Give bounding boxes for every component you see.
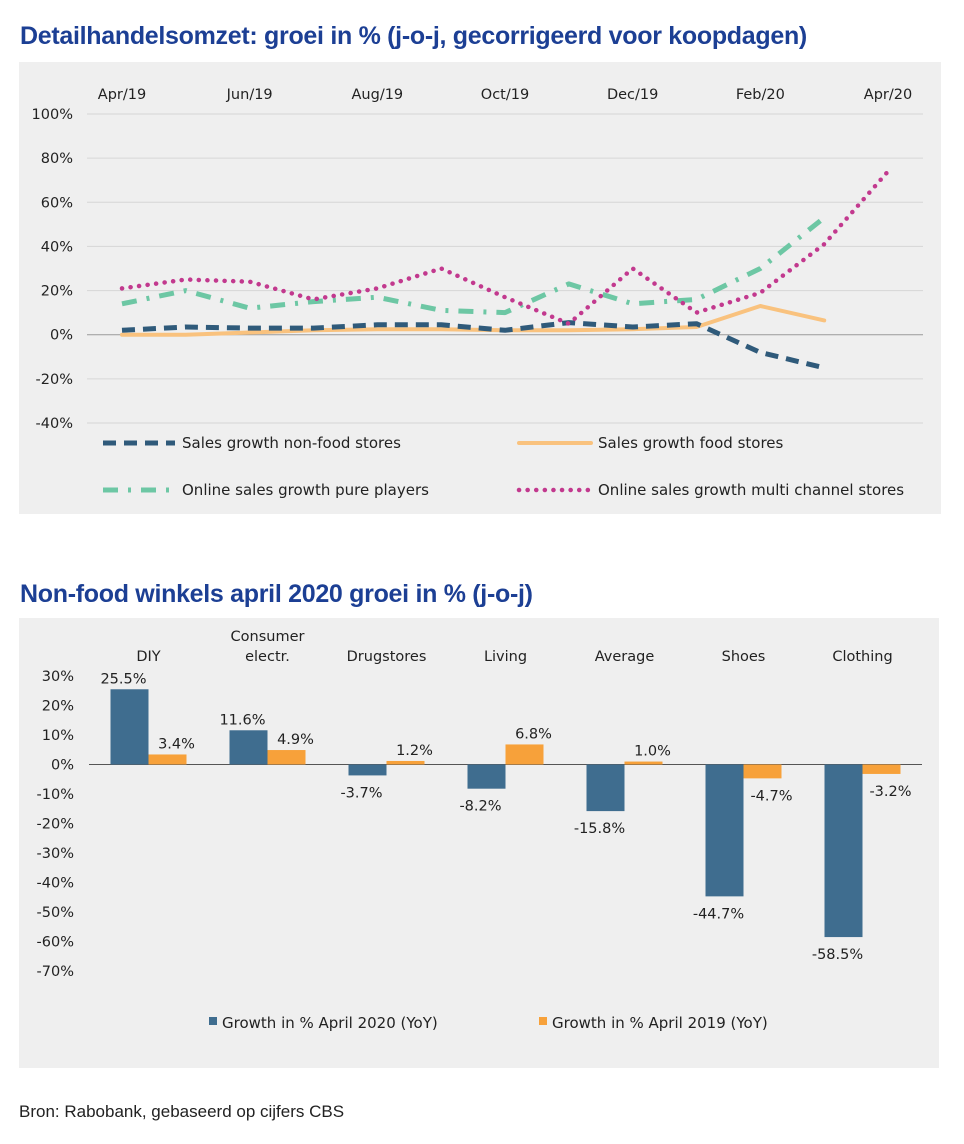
category-label: electr. <box>245 649 290 665</box>
y-tick-label: -20% <box>36 372 73 388</box>
legend-label: Online sales growth multi channel stores <box>598 481 904 499</box>
x-tick-label: Dec/19 <box>607 87 658 103</box>
line-chart-title: Detailhandelsomzet: groei in % (j-o-j, g… <box>20 22 807 50</box>
data-label: 1.0% <box>634 744 671 760</box>
bar-chart-panel: 30% 20% 10% 0% -10% -20% -30% -40% -50% -60% -70% D… <box>19 618 939 1068</box>
category-label: Shoes <box>722 649 766 665</box>
y-tick-label: -20% <box>37 817 74 833</box>
legend-swatch <box>539 1017 547 1025</box>
y-tick-label: 100% <box>32 107 73 123</box>
bar-2019 <box>862 764 901 774</box>
y-tick-label: 20% <box>42 699 74 715</box>
y-tick-label: 10% <box>42 728 74 744</box>
data-label: -44.7% <box>693 906 744 922</box>
data-label: 1.2% <box>396 743 433 759</box>
legend-label: Sales growth non-food stores <box>182 434 401 452</box>
category-label: Clothing <box>832 649 892 665</box>
y-tick-label: -40% <box>36 416 73 432</box>
data-label: -58.5% <box>812 947 863 963</box>
bar-2020 <box>467 764 506 789</box>
y-tick-label: -50% <box>37 905 74 921</box>
bar-2019 <box>148 754 187 765</box>
line-chart-panel: 100% 80% 60% 40% 20% 0% -20% -40% Apr/19 Jun/19 Au… <box>19 62 941 514</box>
y-tick-label: 0% <box>50 328 73 344</box>
bar-2019 <box>624 761 663 765</box>
bar-2020 <box>705 764 744 897</box>
legend-label: Sales growth food stores <box>598 434 784 452</box>
series-line-3 <box>121 215 826 316</box>
category-label: Living <box>484 649 527 665</box>
x-tick-label: Aug/19 <box>352 87 404 103</box>
y-tick-label: -10% <box>37 787 74 803</box>
data-label: -3.7% <box>340 785 382 801</box>
category-label: DIY <box>136 649 160 665</box>
y-tick-label: -40% <box>37 876 74 892</box>
x-tick-label: Apr/19 <box>98 87 146 103</box>
line-chart: 100% 80% 60% 40% 20% 0% -20% -40% Apr/19 Jun/19 Au… <box>32 87 923 499</box>
legend-swatch <box>209 1017 217 1025</box>
bar-2019 <box>743 764 782 779</box>
x-tick-label: Oct/19 <box>481 87 529 103</box>
y-tick-label: 80% <box>41 151 73 167</box>
bar-2020 <box>110 689 149 765</box>
data-label: 4.9% <box>277 732 314 748</box>
legend-label: Online sales growth pure players <box>182 481 429 499</box>
category-label: Average <box>595 649 655 665</box>
data-label: 6.8% <box>515 726 552 742</box>
series-line-2 <box>120 304 827 337</box>
y-tick-label: 20% <box>41 284 73 300</box>
series-line-1 <box>121 320 825 371</box>
category-label: Consumer <box>231 629 305 645</box>
y-tick-label: -60% <box>37 935 74 951</box>
data-label: -4.7% <box>750 788 792 804</box>
bar-2019 <box>505 744 544 765</box>
bar-2020 <box>824 764 863 938</box>
legend-label: Growth in % April 2020 (YoY) <box>222 1014 438 1032</box>
y-tick-label: 40% <box>41 239 73 255</box>
bar-2019 <box>386 760 425 765</box>
bar-2020 <box>229 730 268 765</box>
data-label: -8.2% <box>459 799 501 815</box>
bar-2020 <box>586 764 625 812</box>
data-label: 3.4% <box>158 736 195 752</box>
x-tick-label: Apr/20 <box>864 87 912 103</box>
y-tick-label: 60% <box>41 195 73 211</box>
data-label: 11.6% <box>219 712 265 728</box>
legend-label: Growth in % April 2019 (YoY) <box>552 1014 768 1032</box>
bar-chart-title: Non-food winkels april 2020 groei in % (… <box>20 580 533 608</box>
bar-2019 <box>267 750 306 765</box>
source-note: Bron: Rabobank, gebaseerd op cijfers CBS <box>19 1102 345 1121</box>
bar-chart: 30% 20% 10% 0% -10% -20% -30% -40% -50% -60% -70% D… <box>37 629 922 1032</box>
y-tick-label: -30% <box>37 846 74 862</box>
category-label: Drugstores <box>347 649 427 665</box>
series-line-4 <box>119 169 891 326</box>
x-tick-label: Jun/19 <box>226 87 273 103</box>
x-tick-label: Feb/20 <box>736 87 785 103</box>
bar-2020 <box>348 764 387 776</box>
y-tick-label: -70% <box>37 964 74 980</box>
data-label: -15.8% <box>574 821 625 837</box>
y-tick-label: 30% <box>42 669 74 685</box>
y-tick-label: 0% <box>51 758 74 774</box>
data-label: -3.2% <box>869 784 911 800</box>
data-label: 25.5% <box>100 671 146 687</box>
